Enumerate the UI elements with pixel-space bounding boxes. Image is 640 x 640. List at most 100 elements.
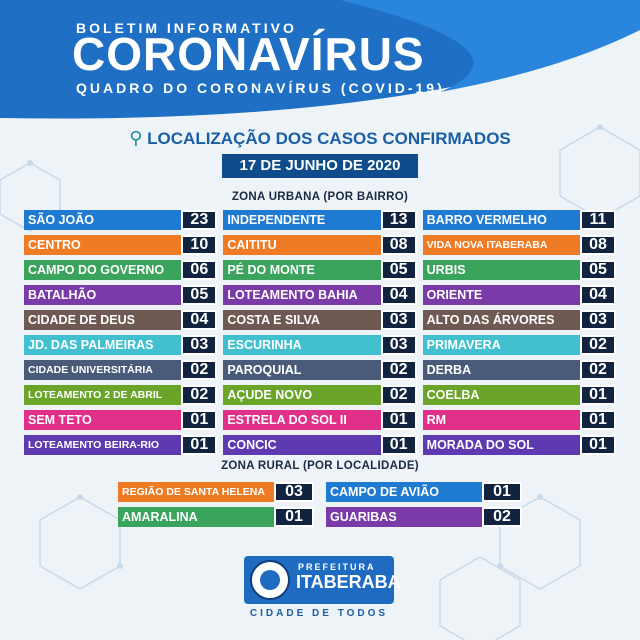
urban-entry: PÉ DO MONTE 05: [223, 260, 417, 280]
case-count: 01: [380, 410, 417, 430]
neighborhood-name: JD. DAS PALMEIRAS: [28, 338, 154, 352]
neighborhood-name: ESCURINHA: [227, 338, 302, 352]
urban-row: LOTEAMENTO BEIRA-RIO 01 CONCIC 01 MORADA DO …: [24, 435, 616, 455]
neighborhood-name: COELBA: [426, 388, 480, 402]
urban-row: BATALHÃO 05 LOTEAMENTO BAHIA 04 ORIENTE 04: [24, 285, 616, 305]
case-count: 03: [181, 335, 218, 355]
case-count: 02: [579, 335, 616, 355]
neighborhood-name: INDEPENDENTE: [227, 213, 326, 227]
case-count: 01: [482, 482, 522, 502]
urban-entry: CIDADE DE DEUS 04: [24, 310, 218, 330]
case-count: 10: [181, 235, 218, 255]
prefecture-logo: PREFEITURA ITABERABA: [244, 556, 401, 604]
location-title: ⚲ LOCALIZAÇÃO DOS CASOS CONFIRMADOS: [0, 128, 640, 149]
urban-row: CIDADE DE DEUS 04 COSTA E SILVA 03 ALTO DAS …: [24, 310, 616, 330]
case-count: 02: [181, 385, 218, 405]
rural-cases-grid: REGIÃO DE SANTA HELENA 03 CAMPO DE AVIÃO 01…: [118, 482, 522, 532]
header-subtitle: QUADRO DO CORONAVÍRUS (COVID-19): [76, 80, 445, 96]
urban-row: LOTEAMENTO 2 DE ABRIL 02 AÇUDE NOVO 02 COELB…: [24, 385, 616, 405]
urban-entry: LOTEAMENTO BAHIA 04: [223, 285, 417, 305]
neighborhood-name: DERBA: [426, 363, 472, 377]
neighborhood-name: BARRO VERMELHO: [426, 213, 547, 227]
urban-entry: VIDA NOVA ITABERABA 08: [422, 235, 616, 255]
header-wave-shape: [0, 0, 640, 119]
case-count: 01: [274, 507, 314, 527]
neighborhood-name: AÇUDE NOVO: [227, 388, 313, 402]
case-count: 03: [274, 482, 314, 502]
urban-row: SÃO JOÃO 23 INDEPENDENTE 13 BARRO VERMELHO 11: [24, 210, 616, 230]
case-count: 03: [579, 310, 616, 330]
urban-zone-label: ZONA URBANA (POR BAIRRO): [231, 191, 409, 203]
urban-entry: CENTRO 10: [24, 235, 218, 255]
case-count: 05: [579, 260, 616, 280]
urban-entry: COELBA 01: [422, 385, 616, 405]
urban-cases-grid: SÃO JOÃO 23 INDEPENDENTE 13 BARRO VERMELHO 11…: [24, 210, 616, 460]
urban-entry: ESTRELA DO SOL II 01: [223, 410, 417, 430]
neighborhood-name: VIDA NOVA ITABERABA: [426, 239, 548, 251]
case-count: 04: [579, 285, 616, 305]
urban-entry: SEM TETO 01: [24, 410, 218, 430]
logo-prefecture-text: PREFEITURA: [298, 562, 376, 572]
neighborhood-name: CENTRO: [28, 238, 81, 252]
neighborhood-name: ESTRELA DO SOL II: [227, 413, 347, 427]
neighborhood-name: CAMPO DE AVIÃO: [330, 485, 440, 499]
urban-entry: PAROQUIAL 02: [223, 360, 417, 380]
neighborhood-name: AMARALINA: [122, 510, 198, 524]
rural-row: REGIÃO DE SANTA HELENA 03 CAMPO DE AVIÃO 01: [118, 482, 522, 502]
neighborhood-name: RM: [426, 413, 447, 427]
urban-entry: CAITITU 08: [223, 235, 417, 255]
urban-entry: BATALHÃO 05: [24, 285, 218, 305]
urban-entry: ORIENTE 04: [422, 285, 616, 305]
urban-row: CAMPO DO GOVERNO 06 PÉ DO MONTE 05 URBIS 05: [24, 260, 616, 280]
urban-entry: ALTO DAS ÁRVORES 03: [422, 310, 616, 330]
urban-row: JD. DAS PALMEIRAS 03 ESCURINHA 03 PRIMAVERA 0…: [24, 335, 616, 355]
neighborhood-name: ORIENTE: [426, 288, 483, 302]
neighborhood-name: MORADA DO SOL: [426, 438, 534, 452]
case-count: 06: [181, 260, 218, 280]
neighborhood-name: CIDADE UNIVERSITÁRIA: [28, 364, 153, 376]
location-title-text: LOCALIZAÇÃO DOS CASOS CONFIRMADOS: [147, 129, 511, 148]
case-count: 02: [482, 507, 522, 527]
urban-entry: INDEPENDENTE 13: [223, 210, 417, 230]
neighborhood-name: CAITITU: [227, 238, 277, 252]
header-kicker: BOLETIM INFORMATIVO: [76, 20, 297, 36]
case-count: 04: [380, 285, 417, 305]
neighborhood-name: URBIS: [426, 263, 466, 277]
case-count: 03: [380, 310, 417, 330]
case-count: 02: [380, 385, 417, 405]
neighborhood-name: LOTEAMENTO 2 DE ABRIL: [28, 389, 163, 401]
case-count: 08: [579, 235, 616, 255]
rural-entry: CAMPO DE AVIÃO 01: [326, 482, 522, 502]
urban-row: SEM TETO 01 ESTRELA DO SOL II 01 RM 01: [24, 410, 616, 430]
neighborhood-name: GUARIBAS: [330, 510, 397, 524]
case-count: 02: [380, 360, 417, 380]
neighborhood-name: LOTEAMENTO BEIRA-RIO: [28, 439, 160, 451]
urban-entry: ESCURINHA 03: [223, 335, 417, 355]
urban-entry: CIDADE UNIVERSITÁRIA 02: [24, 360, 218, 380]
case-count: 03: [380, 335, 417, 355]
case-count: 05: [380, 260, 417, 280]
report-date: 17 DE JUNHO DE 2020: [222, 154, 418, 178]
neighborhood-name: BATALHÃO: [28, 288, 97, 302]
urban-entry: CONCIC 01: [223, 435, 417, 455]
urban-row: CENTRO 10 CAITITU 08 VIDA NOVA ITABERABA 08: [24, 235, 616, 255]
rural-entry: REGIÃO DE SANTA HELENA 03: [118, 482, 314, 502]
case-count: 11: [579, 210, 616, 230]
urban-entry: PRIMAVERA 02: [422, 335, 616, 355]
header-title: CORONAVÍRUS: [72, 28, 425, 80]
urban-entry: AÇUDE NOVO 02: [223, 385, 417, 405]
neighborhood-name: COSTA E SILVA: [227, 313, 320, 327]
rural-zone-label: ZONA RURAL (POR LOCALIDADE): [221, 460, 419, 472]
case-count: 01: [579, 385, 616, 405]
neighborhood-name: CONCIC: [227, 438, 277, 452]
case-count: 01: [181, 410, 218, 430]
case-count: 01: [579, 435, 616, 455]
case-count: 05: [181, 285, 218, 305]
rural-entry: GUARIBAS 02: [326, 507, 522, 527]
urban-entry: SÃO JOÃO 23: [24, 210, 218, 230]
neighborhood-name: ALTO DAS ÁRVORES: [426, 313, 555, 327]
neighborhood-name: REGIÃO DE SANTA HELENA: [122, 486, 265, 498]
case-count: 13: [380, 210, 417, 230]
case-count: 23: [181, 210, 218, 230]
neighborhood-name: SEM TETO: [28, 413, 92, 427]
